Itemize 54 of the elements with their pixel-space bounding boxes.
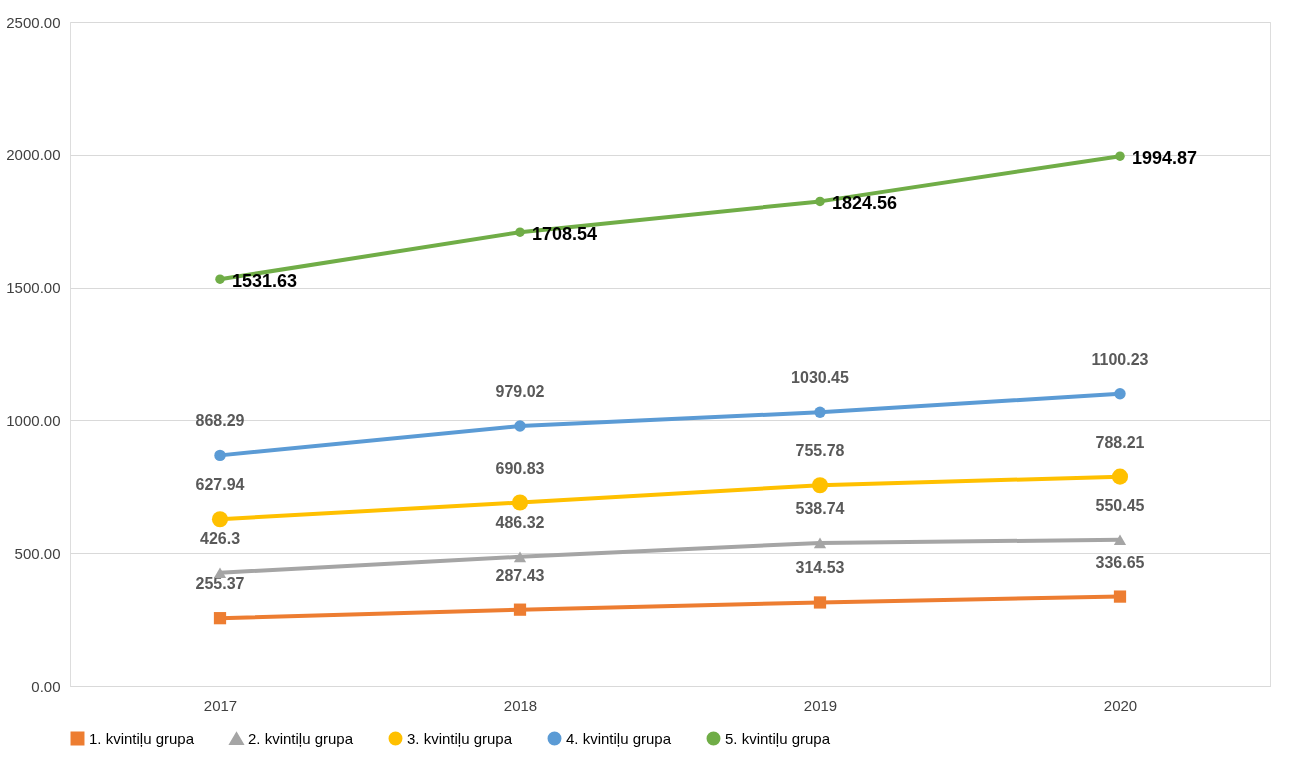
y-tick-label: 2000.00 <box>6 146 61 164</box>
data-label: 1824.56 <box>832 193 898 214</box>
y-tick-label: 500.00 <box>14 544 61 562</box>
point <box>1113 590 1127 603</box>
y-tick-label: 2500.00 <box>6 13 61 31</box>
data-label: 627.94 <box>195 476 245 494</box>
point <box>214 449 226 462</box>
point <box>814 406 826 418</box>
data-label: 1100.23 <box>1091 350 1149 368</box>
data-label: 486.32 <box>495 513 545 531</box>
point <box>211 511 229 528</box>
point <box>513 603 527 616</box>
data-label: 690.83 <box>495 459 545 477</box>
data-label: 868.29 <box>195 412 245 430</box>
point <box>1115 151 1125 161</box>
data-label: 314.53 <box>795 559 845 577</box>
data-label: 1994.87 <box>1132 148 1198 169</box>
legend-label: 5. kvintiļu grupa <box>725 729 831 747</box>
x-tick-label: 2019 <box>803 696 838 714</box>
data-label: 1531.63 <box>232 271 298 292</box>
point <box>514 420 526 432</box>
data-label: 1030.45 <box>791 369 850 387</box>
data-label: 426.3 <box>199 529 241 547</box>
point <box>513 551 527 563</box>
data-label: 550.45 <box>1095 496 1145 514</box>
point <box>515 227 525 237</box>
legend-label: 3. kvintiļu grupa <box>407 729 513 747</box>
data-label: 1708.54 <box>532 224 598 245</box>
point <box>215 274 225 284</box>
point <box>815 196 825 207</box>
point <box>811 477 829 494</box>
point <box>813 537 827 549</box>
point <box>1113 534 1127 546</box>
y-tick-label: 0.00 <box>31 677 61 695</box>
x-tick-label: 2018 <box>503 696 538 714</box>
legend-label: 1. kvintiļu grupa <box>89 729 195 747</box>
point <box>813 596 827 609</box>
legend-label: 4. kvintiļu grupa <box>566 729 672 747</box>
point <box>1111 468 1129 485</box>
data-label: 287.43 <box>495 566 545 584</box>
data-label: 538.74 <box>795 499 845 517</box>
data-label: 336.65 <box>1095 553 1145 571</box>
data-label: 979.02 <box>495 382 545 400</box>
y-tick-label: 1500.00 <box>6 279 61 297</box>
data-label: 788.21 <box>1095 433 1145 451</box>
x-tick-label: 2020 <box>1103 696 1138 714</box>
data-label: 255.37 <box>195 575 245 593</box>
x-tick-label: 2017 <box>203 696 238 714</box>
point <box>511 494 529 511</box>
legend-label: 2. kvintiļu grupa <box>248 729 354 747</box>
data-label: 755.78 <box>795 442 845 460</box>
point <box>1114 388 1126 400</box>
y-tick-label: 1000.00 <box>6 411 61 429</box>
point <box>213 612 227 625</box>
